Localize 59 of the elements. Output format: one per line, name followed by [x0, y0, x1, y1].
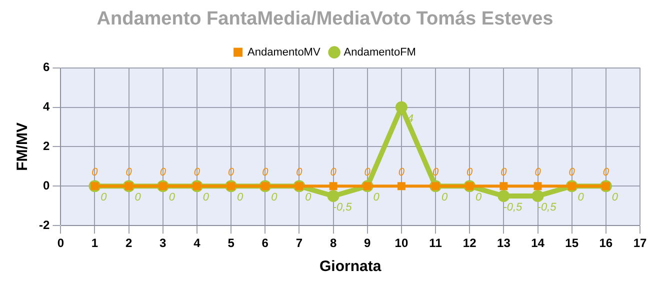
chart-title: Andamento FantaMedia/MediaVoto Tomás Esteves: [96, 8, 554, 30]
data-label: 0: [476, 192, 483, 204]
y-tick-label: -2: [39, 218, 50, 232]
x-tick-label: 8: [330, 236, 337, 250]
x-tick-label: 17: [633, 236, 647, 250]
x-tick-label: 13: [497, 236, 511, 250]
data-label: 0: [578, 192, 585, 204]
data-label: 0: [296, 166, 304, 179]
data-label: 0: [168, 192, 176, 204]
x-tick-label: 9: [364, 236, 372, 250]
data-label: 0: [534, 166, 542, 179]
x-tick-label: 7: [296, 236, 303, 250]
data-label: 0: [441, 192, 448, 204]
data-label: 0: [568, 166, 576, 179]
y-tick-label: 4: [42, 100, 50, 114]
x-tick-label: 11: [429, 236, 442, 250]
x-tick-label: 12: [462, 236, 477, 250]
data-label: -0,5: [332, 202, 353, 214]
data-label: 0: [160, 166, 167, 179]
data-label: 0: [134, 192, 142, 204]
data-label: 0: [466, 166, 474, 179]
data-label: 0: [271, 192, 278, 204]
data-label: 0: [194, 166, 201, 179]
data-label: 0: [126, 166, 133, 179]
data-label: 0: [237, 192, 244, 204]
data-label: 0: [100, 192, 108, 204]
x-tick-label: 6: [262, 236, 269, 250]
x-axis-title: Giornata: [319, 258, 382, 276]
data-label: 0: [364, 166, 372, 179]
data-label: -0,5: [503, 202, 524, 214]
y-tick-label: 0: [42, 178, 50, 192]
y-tick-label: 6: [42, 60, 50, 74]
y-tick-label: 2: [42, 139, 50, 154]
x-tick-label: 10: [394, 236, 408, 250]
data-label: 0: [602, 166, 610, 179]
x-tick-label: 15: [565, 236, 579, 250]
data-label: 0: [432, 166, 440, 179]
data-label: 0: [612, 192, 619, 204]
legend-label: AndamentoFM: [344, 46, 416, 58]
data-label: 0: [330, 166, 338, 179]
y-axis-title: FM/MV: [14, 122, 32, 171]
data-label: 0: [305, 192, 312, 204]
data-label: 0: [398, 166, 406, 179]
data-label: 0: [92, 166, 99, 179]
x-tick-label: 14: [531, 236, 545, 250]
x-tick-label: 3: [160, 236, 167, 250]
data-label: 0: [228, 166, 235, 179]
data-label: 0: [500, 166, 508, 179]
legend-label: AndamentoMV: [248, 46, 321, 58]
x-tick-label: 2: [125, 236, 132, 250]
x-tick-label: 4: [194, 236, 201, 250]
data-label: 0: [373, 192, 380, 204]
x-tick-label: 5: [228, 236, 235, 250]
x-tick-label: 0: [57, 236, 64, 250]
data-label: -0,5: [537, 202, 558, 214]
data-label: 0: [202, 192, 210, 204]
data-label: 0: [262, 166, 270, 179]
x-tick-label: 16: [599, 236, 613, 250]
x-tick-label: 1: [91, 236, 98, 250]
